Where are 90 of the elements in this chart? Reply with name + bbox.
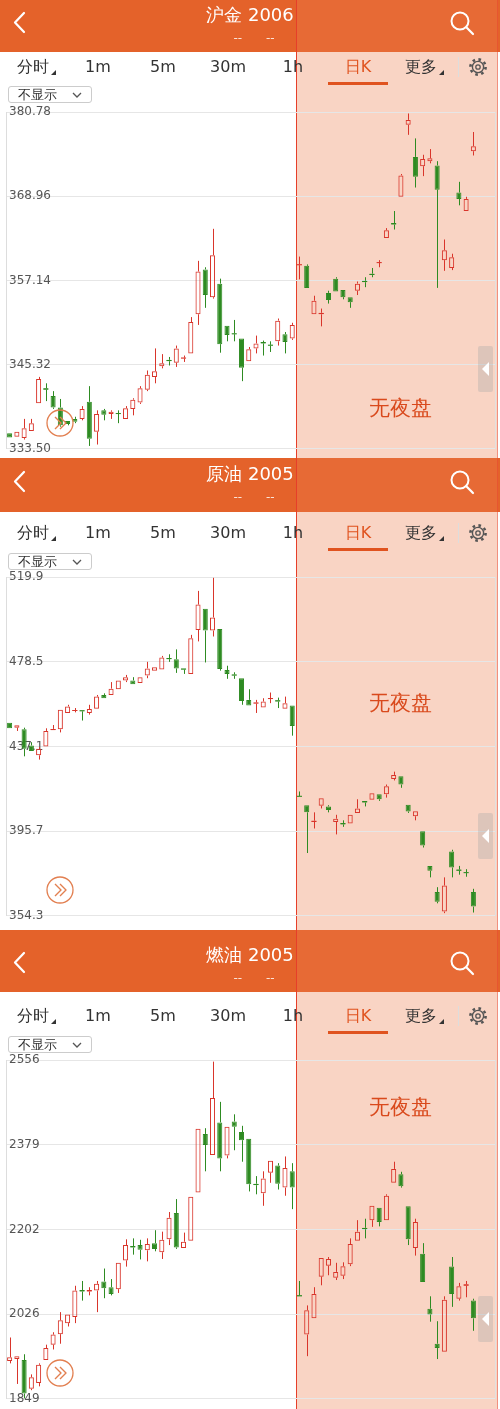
candlestick bbox=[173, 1198, 179, 1248]
candlestick bbox=[246, 1138, 252, 1192]
text: 5m bbox=[150, 523, 176, 543]
candlestick bbox=[470, 1298, 476, 1332]
candlestick bbox=[434, 160, 440, 289]
chart-title: 原油 2005 bbox=[206, 463, 294, 485]
y-tick-label: 333.50 bbox=[9, 440, 51, 455]
candlestick bbox=[202, 266, 208, 309]
candlestick bbox=[217, 1101, 223, 1172]
candlestick bbox=[333, 278, 339, 292]
text: 日K bbox=[344, 57, 372, 77]
candlestick bbox=[202, 1127, 208, 1172]
text: 5m bbox=[150, 57, 176, 77]
dropdown: 不显示 bbox=[8, 1036, 92, 1053]
text: 5m bbox=[150, 1006, 176, 1026]
candlestick bbox=[108, 1278, 114, 1294]
candlestick bbox=[325, 806, 331, 813]
candlestick bbox=[137, 1239, 143, 1260]
candlestick bbox=[217, 628, 223, 672]
y-tick-label: 368.96 bbox=[9, 188, 51, 203]
y-tick-label: 2026 bbox=[9, 1306, 40, 1321]
text: 30m bbox=[210, 57, 246, 77]
chart-subtitle: -- -- bbox=[233, 971, 275, 985]
text: 更多 bbox=[405, 1006, 437, 1026]
candlestick bbox=[347, 297, 353, 309]
candlestick bbox=[130, 676, 136, 685]
y-tick-label: 380.78 bbox=[9, 104, 51, 119]
candlestick bbox=[412, 137, 418, 189]
candlestick bbox=[304, 805, 310, 854]
y-tick-label: 345.32 bbox=[9, 356, 51, 371]
candlestick bbox=[304, 265, 310, 288]
candlestick bbox=[217, 278, 223, 354]
candlestick bbox=[224, 665, 230, 680]
candlestick bbox=[398, 1171, 404, 1187]
candlestick bbox=[202, 608, 208, 663]
candlestick bbox=[405, 1206, 411, 1246]
text: 分时 bbox=[17, 523, 49, 543]
candlestick bbox=[420, 1242, 426, 1282]
text: 30m bbox=[210, 1006, 246, 1026]
dropdown: 不显示 bbox=[8, 86, 92, 103]
text: 30m bbox=[210, 523, 246, 543]
candlestick bbox=[340, 290, 346, 300]
candlestick bbox=[275, 1162, 281, 1191]
y-tick-label: 2379 bbox=[9, 1137, 40, 1152]
text: 分时 bbox=[17, 57, 49, 77]
candlestick bbox=[449, 1256, 455, 1308]
candlestick bbox=[282, 331, 288, 354]
candlestick bbox=[238, 338, 245, 382]
candlestick bbox=[470, 888, 476, 914]
candlestick bbox=[376, 794, 382, 802]
y-tick-label: 354.3 bbox=[9, 907, 44, 922]
candlestick bbox=[398, 776, 404, 789]
text: 1m bbox=[85, 1006, 111, 1026]
candlestick bbox=[420, 831, 426, 849]
candlestick bbox=[289, 1162, 295, 1210]
chart-title: 沪金 2006 bbox=[206, 4, 294, 26]
y-tick-label: 2202 bbox=[9, 1221, 40, 1236]
text: 1m bbox=[85, 57, 111, 77]
candlestick bbox=[231, 1113, 237, 1151]
chart-subtitle: -- -- bbox=[233, 31, 275, 45]
y-tick-label: 519.9 bbox=[9, 569, 44, 584]
candlestick bbox=[427, 1295, 433, 1323]
text: 分时 bbox=[17, 1006, 49, 1026]
annotation: 无夜盘 bbox=[368, 396, 432, 420]
candlestick bbox=[289, 705, 295, 737]
text: 1m bbox=[85, 523, 111, 543]
candlestick bbox=[65, 421, 71, 424]
dropdown: 不显示 bbox=[8, 553, 92, 570]
text: 更多 bbox=[405, 57, 437, 77]
chart-title: 燃油 2005 bbox=[206, 944, 294, 966]
y-tick-label: 395.7 bbox=[9, 823, 44, 838]
candlestick bbox=[224, 325, 230, 342]
y-tick-label: 478.5 bbox=[9, 653, 44, 668]
y-tick-label: 2556 bbox=[9, 1052, 40, 1067]
candlestick bbox=[86, 385, 92, 447]
y-tick-label: 357.14 bbox=[9, 272, 51, 287]
candlestick bbox=[50, 390, 56, 408]
candlestick bbox=[376, 1207, 382, 1227]
candlestick bbox=[173, 648, 179, 674]
text: 日K bbox=[344, 523, 372, 543]
y-tick-label: 1849 bbox=[9, 1390, 40, 1405]
candlestick bbox=[449, 849, 455, 878]
candlestick bbox=[405, 804, 411, 812]
candlestick bbox=[238, 678, 245, 706]
text: 日K bbox=[344, 1006, 372, 1026]
annotation: 无夜盘 bbox=[368, 1095, 432, 1119]
chart-subtitle: -- -- bbox=[233, 490, 275, 504]
text: 更多 bbox=[405, 523, 437, 543]
candlestick bbox=[101, 1268, 107, 1299]
annotation: 无夜盘 bbox=[368, 691, 432, 715]
